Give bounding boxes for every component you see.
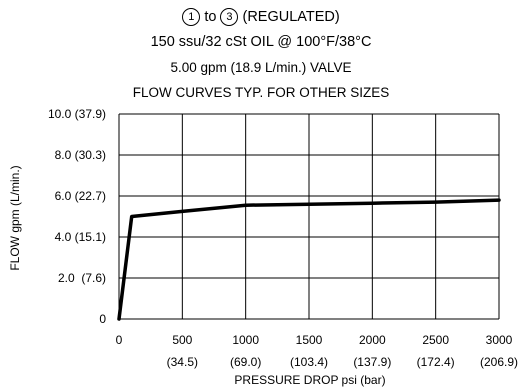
series-layer [117,198,501,321]
flow-curve-point-2 [182,211,183,212]
port-1-circle: 1 [182,8,201,26]
x-tick-labels: 0 500 (34.5) 1000 (69.0) 1500 (103.4) 2000 (137.… [116,333,518,369]
x-tick-sublabel-2: (69.0) [230,355,261,369]
flow-curve-point-1 [131,216,132,217]
title-to-word: to [204,9,217,25]
x-tick-label-2: 1000 [232,333,259,347]
x-tick-sublabel-6: (206.9) [480,355,518,369]
title-mode: (REGULATED) [242,9,340,25]
x-tick-label-3: 1500 [296,333,323,347]
chart-title-line-3: 5.00 gpm (18.9 L/min.) VALVE [170,60,352,75]
flow-curve-point-0 [119,319,120,320]
y-tick-labels: 0 2.0 (7.6) 4.0 (15.1) 6.0 (22.7) 8.0 (30.3)… [48,107,106,326]
flow-curve-point-4 [309,204,310,205]
flow-curve-point-5 [372,203,373,204]
x-tick-label-6: 3000 [486,333,513,347]
y-tick-label-3: 6.0 (22.7) [55,189,106,203]
chart-title-line-1: 1 to 3 (REGULATED) [0,8,522,26]
y-tick-label-1: 2.0 (7.6) [58,271,106,285]
chart-title-line-4: FLOW CURVES TYP. FOR OTHER SIZES [132,85,390,100]
x-tick-label-5: 2500 [422,333,449,347]
port-3-circle: 3 [220,8,239,26]
flow-curve-line [117,198,501,321]
x-tick-label-4: 2000 [359,333,386,347]
x-axis-label: PRESSURE DROP psi (bar) [234,373,385,387]
y-tick-label-2: 4.0 (15.1) [55,230,106,244]
chart-grid [118,113,500,320]
y-tick-label-0: 0 [99,312,106,326]
x-tick-sublabel-1: (34.5) [167,355,198,369]
x-tick-label-1: 500 [172,333,192,347]
chart-title-line-2: 150 ssu/32 cSt OIL @ 100°F/38°C [150,34,372,50]
flow-curve-point-6 [435,202,436,203]
x-tick-sublabel-5: (172.4) [417,355,455,369]
x-tick-sublabel-3: (103.4) [290,355,328,369]
y-axis-label: FLOW gpm (L/min.) [8,165,22,270]
y-tick-label-4: 8.0 (30.3) [55,148,106,162]
flow-curve-point-7 [499,200,500,201]
x-tick-label-0: 0 [116,333,123,347]
y-tick-label-5: 10.0 (37.9) [48,107,106,121]
flow-curve-point-3 [245,205,246,206]
x-tick-sublabel-4: (137.9) [353,355,391,369]
